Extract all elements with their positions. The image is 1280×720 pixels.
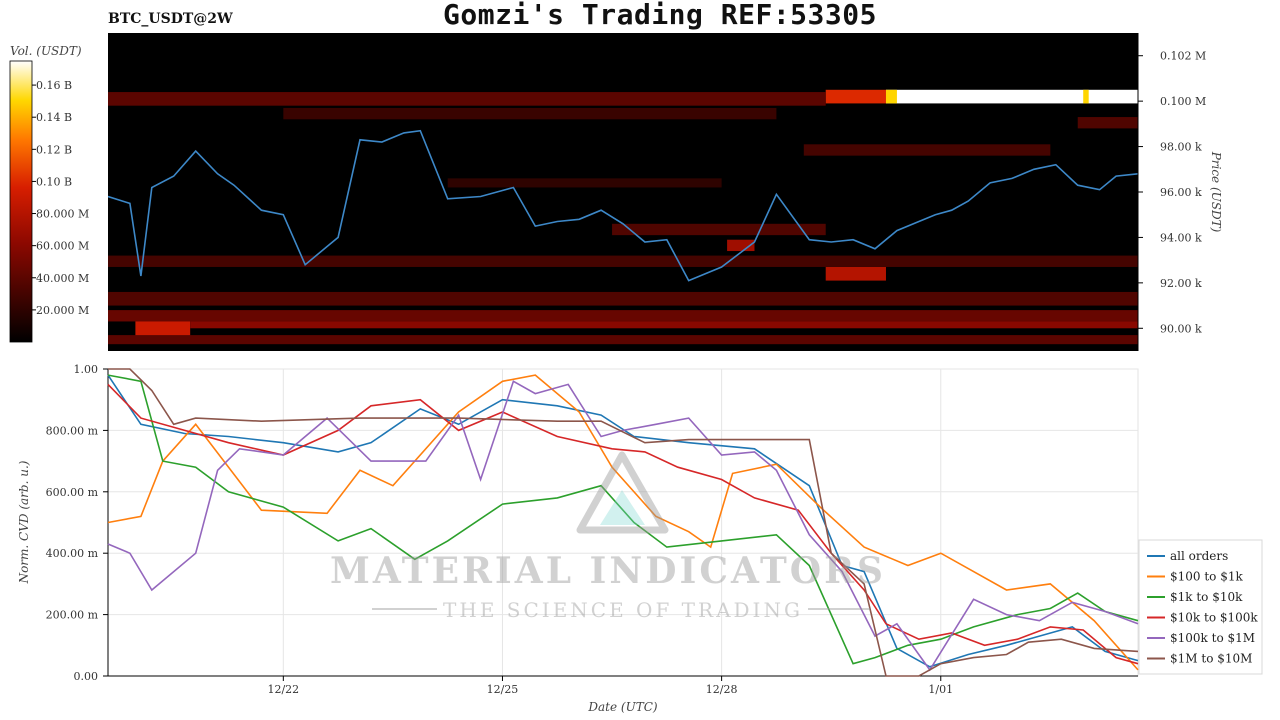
heatmap-cell bbox=[108, 255, 1138, 267]
legend-entry: $10k to $100k bbox=[1170, 611, 1258, 625]
legend: all orders $100 to $1k $1k to $10k $10k to … bbox=[1138, 539, 1263, 675]
colorbar: Vol. (USDT) 0.16 B 0.14 B 0.12 B 0.10 B 80.00… bbox=[9, 44, 89, 343]
cvd-y-tick-label: 600.00 m bbox=[46, 486, 99, 499]
price-tick-label: 96.00 k bbox=[1160, 186, 1202, 199]
colorbar-tick-label: 80.000 M bbox=[36, 208, 89, 221]
heatmap-cell bbox=[190, 321, 1138, 329]
cvd-y-tick-label: 800.00 m bbox=[46, 424, 99, 437]
legend-entry: $1k to $10k bbox=[1170, 590, 1243, 604]
cvd-y-tick-label: 0.00 bbox=[74, 670, 99, 683]
price-tick-label: 0.102 M bbox=[1160, 50, 1206, 63]
chart-title: Gomzi's Trading REF:53305 bbox=[443, 0, 877, 31]
colorbar-label: Vol. (USDT) bbox=[10, 44, 82, 58]
cvd-y-axis-label: Norm. CVD (arb. u.) bbox=[17, 460, 31, 584]
heatmap-cell bbox=[885, 89, 897, 104]
colorbar-tick-label: 0.16 B bbox=[36, 79, 72, 92]
symbol-label: BTC_USDT@2W bbox=[108, 11, 233, 27]
heatmap-cell bbox=[135, 319, 191, 338]
cvd-series-line bbox=[107, 374, 1139, 665]
cvd-x-tick-label: 12/28 bbox=[706, 683, 738, 696]
colorbar-tick-label: 0.14 B bbox=[36, 111, 72, 124]
cvd-series-line bbox=[107, 374, 1139, 668]
price-tick-label: 98.00 k bbox=[1160, 141, 1202, 154]
colorbar-tick-label: 40.000 M bbox=[36, 272, 89, 285]
cvd-x-axis-label: Date (UTC) bbox=[587, 700, 657, 714]
cvd-series-line bbox=[107, 380, 1139, 672]
watermark-logo-icon bbox=[576, 451, 669, 534]
cvd-y-tick-label: 1.00 bbox=[74, 363, 99, 376]
heatmap-cell bbox=[108, 291, 1138, 306]
cvd-series-line bbox=[107, 383, 1139, 665]
cvd-plot: 0.00 200.00 m 400.00 m 600.00 m 800.00 m 1.00… bbox=[17, 363, 1139, 714]
watermark-logo-fill bbox=[600, 490, 645, 525]
legend-entry: all orders bbox=[1170, 549, 1228, 563]
price-axis-label: Price (USDT) bbox=[1209, 151, 1223, 233]
legend-box bbox=[1138, 539, 1263, 675]
watermark: MATERIAL INDICATORS THE SCIENCE OF TRADIN… bbox=[330, 451, 886, 622]
heatmap-cell bbox=[108, 310, 1138, 322]
watermark-brand: MATERIAL INDICATORS bbox=[330, 550, 886, 592]
colorbar-tick-label: 20.000 M bbox=[36, 304, 89, 317]
price-tick-label: 94.00 k bbox=[1160, 231, 1202, 244]
legend-entry: $100k to $1M bbox=[1170, 631, 1255, 645]
heatmap-cell bbox=[1077, 117, 1138, 129]
colorbar-tick-label: 0.12 B bbox=[36, 143, 72, 156]
watermark-tagline: THE SCIENCE OF TRADING bbox=[443, 598, 803, 622]
price-line bbox=[108, 129, 1138, 282]
heatmap-cell bbox=[612, 223, 826, 236]
heatmap-cell bbox=[108, 92, 826, 106]
price-tick-label: 0.100 M bbox=[1160, 95, 1206, 108]
colorbar-tick-label: 60.000 M bbox=[36, 240, 89, 253]
cvd-series-line bbox=[108, 368, 1139, 677]
heatmap-cell bbox=[885, 89, 1138, 104]
cvd-x-tick-label: 12/22 bbox=[267, 683, 299, 696]
colorbar-swatch bbox=[9, 60, 33, 343]
heatmap-cell bbox=[803, 144, 1051, 156]
cvd-x-tick-label: 1/01 bbox=[928, 683, 953, 696]
heatmap-bands bbox=[108, 89, 1138, 345]
heatmap-cell bbox=[447, 178, 722, 188]
heatmap-cell bbox=[825, 266, 886, 281]
price-tick-label: 90.00 k bbox=[1160, 322, 1202, 335]
cvd-x-tick-label: 12/25 bbox=[487, 683, 519, 696]
heatmap-cell bbox=[283, 107, 777, 120]
heatmap-cell bbox=[825, 89, 886, 104]
heatmap-cell bbox=[108, 335, 1138, 345]
cvd-series-line bbox=[107, 374, 1139, 671]
price-tick-label: 92.00 k bbox=[1160, 277, 1202, 290]
cvd-y-tick-label: 200.00 m bbox=[46, 609, 99, 622]
legend-entry: $100 to $1k bbox=[1170, 570, 1243, 584]
heatmap-cell bbox=[727, 239, 755, 252]
colorbar-tick-label: 0.10 B bbox=[36, 175, 72, 188]
heatmap-plot: 0.102 M 0.100 M 98.00 k 96.00 k 94.00 k 92.00… bbox=[108, 33, 1223, 351]
cvd-y-tick-label: 400.00 m bbox=[46, 547, 99, 560]
legend-entry: $1M to $10M bbox=[1170, 652, 1252, 666]
heatmap-cell bbox=[1083, 89, 1089, 104]
